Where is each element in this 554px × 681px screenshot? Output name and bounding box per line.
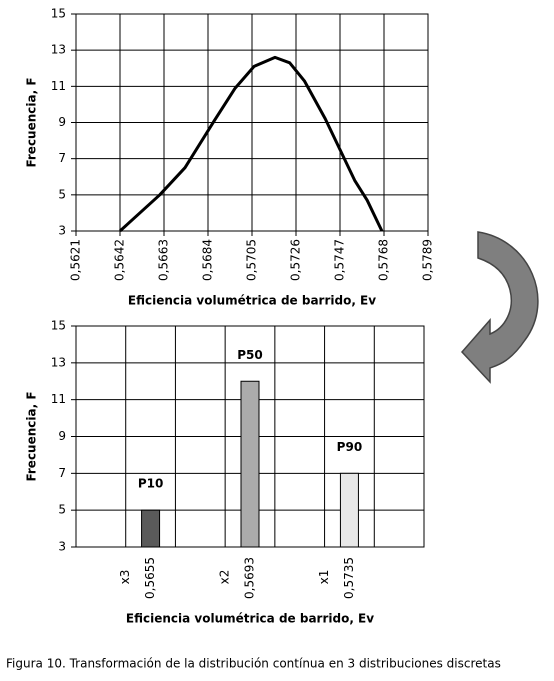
- x-tick-label: 0,5693: [243, 557, 257, 599]
- x-tick-prefix: x1: [317, 570, 331, 585]
- x-tick-label: 0,5726: [289, 239, 303, 281]
- x-tick-label: 0,5655: [143, 557, 157, 599]
- x-tick-label: 0,5768: [377, 239, 391, 281]
- y-axis-label: Frecuencia, F: [25, 391, 39, 481]
- y-tick-label: 9: [58, 429, 66, 443]
- y-tick-label: 9: [58, 115, 66, 129]
- y-tick-label: 13: [51, 355, 66, 369]
- transform-arrow: [460, 231, 539, 384]
- x-tick-label: 0,5684: [201, 239, 215, 281]
- caption: Figura 10. Transformación de la distribu…: [6, 657, 501, 671]
- bar-label: P90: [337, 440, 363, 454]
- y-tick-label: 7: [58, 151, 66, 165]
- y-tick-label: 3: [58, 224, 66, 238]
- bar: [240, 380, 260, 548]
- x-tick-label: 0,5705: [245, 239, 259, 281]
- y-tick-label: 5: [58, 503, 66, 517]
- y-tick-label: 11: [51, 392, 66, 406]
- x-tick-label: 0,5789: [421, 239, 435, 281]
- y-axis-label: Frecuencia, F: [25, 77, 39, 167]
- y-tick-label: 13: [51, 43, 66, 57]
- bar: [339, 472, 359, 548]
- x-axis-label: Eficiencia volumétrica de barrido, Ev: [128, 294, 376, 308]
- bar-label: P50: [237, 348, 263, 362]
- curve: [118, 55, 384, 233]
- x-tick-label: 0,5621: [69, 239, 83, 281]
- bar: [141, 509, 161, 548]
- y-tick-label: 5: [58, 187, 66, 201]
- x-tick-prefix: x3: [118, 570, 132, 585]
- y-tick-label: 11: [51, 79, 66, 93]
- bar-label: P10: [138, 477, 164, 491]
- x-tick-label: 0,5747: [333, 239, 347, 281]
- x-tick-label: 0,5642: [113, 239, 127, 281]
- y-tick-label: 3: [58, 540, 66, 554]
- y-tick-label: 15: [51, 7, 66, 21]
- x-tick-label: 0,5735: [342, 557, 356, 599]
- x-axis-label: Eficiencia volumétrica de barrido, Ev: [126, 612, 374, 626]
- y-tick-label: 15: [51, 319, 66, 333]
- x-tick-prefix: x2: [218, 570, 232, 585]
- x-tick-label: 0,5663: [157, 239, 171, 281]
- y-tick-label: 7: [58, 466, 66, 480]
